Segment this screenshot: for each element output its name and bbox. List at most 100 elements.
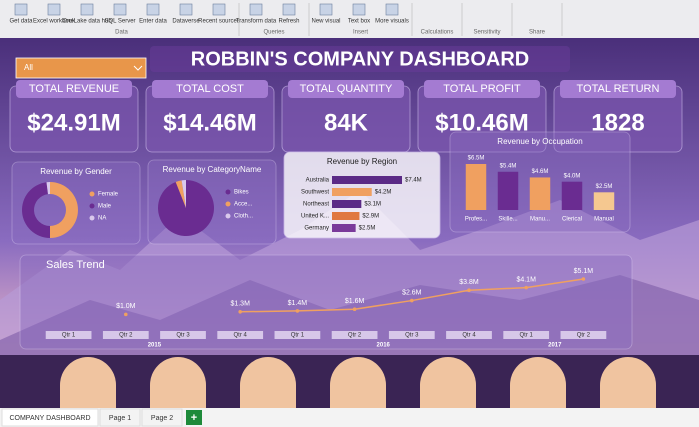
slice (22, 182, 50, 238)
legend-label: Bikes (234, 190, 249, 196)
kpi-header (288, 80, 404, 98)
ribbon-group-label[interactable]: Calculations (421, 30, 454, 36)
point (581, 277, 586, 281)
data-label: $4.0M (564, 173, 581, 179)
x-tick-label: Qtr 1 (62, 333, 76, 339)
legend-label: Male (98, 204, 112, 210)
ribbon-icon[interactable] (47, 3, 61, 16)
kpi-label: TOTAL COST (176, 83, 244, 95)
ribbon-icon[interactable] (282, 3, 296, 16)
x-tick-label: Qtr 2 (348, 333, 362, 339)
x-tick-box (274, 331, 321, 339)
ribbon-icon[interactable] (319, 3, 333, 16)
slicer-chevron[interactable] (133, 65, 143, 71)
kpi-label: TOTAL PROFIT (443, 83, 521, 95)
x-tick-box (560, 331, 607, 339)
ribbon-button[interactable]: New visual (311, 19, 340, 25)
slicer[interactable] (15, 57, 147, 79)
ribbon-group-label[interactable]: Sensitivity (473, 30, 500, 36)
data-label: $1.0M (116, 303, 136, 310)
kpi-value: $24.91M (27, 109, 120, 136)
ribbon-button[interactable]: Text box (348, 19, 370, 25)
ribbon-group-label: Data (115, 30, 128, 36)
point (295, 309, 300, 313)
ribbon-button[interactable]: SQL Server (104, 19, 135, 25)
tab[interactable] (99, 408, 141, 427)
chart-title: Sales Trend (46, 259, 105, 271)
legend-swatch (89, 203, 95, 209)
data-label: $1.4M (288, 300, 308, 307)
legend-label: Acce... (234, 202, 253, 208)
x-tick-box (102, 331, 149, 339)
x-group-label: 2017 (548, 343, 562, 349)
x-tick-box (45, 331, 92, 339)
data-label: $4.6M (532, 169, 549, 175)
ribbon-icon[interactable] (146, 3, 160, 16)
bar (332, 224, 356, 232)
bar (332, 176, 402, 184)
dashboard-title: ROBBIN'S COMPANY DASHBOARD (191, 48, 529, 70)
slice (158, 180, 215, 237)
ribbon-button[interactable]: Refresh (278, 19, 299, 25)
x-tick-label: Profes... (465, 217, 488, 223)
legend-label: Female (98, 192, 119, 198)
tab[interactable] (1, 408, 99, 427)
bar (529, 177, 551, 210)
ribbon-icon[interactable] (212, 3, 226, 16)
bar (465, 164, 487, 210)
ribbon-button[interactable]: Enter data (139, 19, 167, 25)
slice (175, 180, 186, 208)
ribbon-icon[interactable] (352, 3, 366, 16)
data-label: $2.5M (359, 226, 376, 232)
x-tick-box (217, 331, 264, 339)
ribbon-button[interactable]: Get data (9, 19, 33, 25)
tab[interactable] (141, 408, 183, 427)
ribbon-button[interactable]: Dataverse (172, 19, 200, 25)
x-tick-label: Clerical (562, 217, 582, 223)
point (410, 298, 414, 303)
x-tick-box (503, 331, 550, 339)
kpi-header (424, 80, 540, 98)
x-tick-label: Qtr 4 (234, 333, 248, 339)
x-tick-label: Qtr 3 (405, 333, 419, 339)
slice (46, 182, 50, 195)
x-tick-label: Qtr 1 (520, 333, 534, 339)
title-banner (150, 46, 570, 72)
ribbon-button[interactable]: More visuals (375, 19, 409, 25)
tab-label[interactable]: Page 2 (151, 415, 173, 422)
ribbon-icon[interactable] (249, 3, 263, 16)
x-tick-label: Qtr 2 (119, 333, 133, 339)
ribbon-icon[interactable] (14, 3, 28, 16)
ribbon-icon[interactable] (179, 3, 193, 16)
add-tab-label[interactable]: + (191, 412, 197, 424)
y-tick-label: Germany (304, 226, 329, 232)
tab-label[interactable]: Page 1 (109, 415, 131, 422)
ribbon-button[interactable]: OneLake data hub (62, 19, 112, 25)
slicer-value[interactable]: All (24, 63, 33, 72)
kpi-value: 84K (324, 109, 369, 136)
ribbon-group-label: Queries (263, 30, 284, 36)
x-group-label: 2016 (377, 343, 391, 349)
data-label: $5.4M (500, 163, 517, 169)
ribbon-icon[interactable] (385, 3, 399, 16)
x-tick-label: Skille... (498, 217, 518, 223)
ribbon-icon[interactable] (80, 3, 94, 16)
x-tick-label: Manual (594, 217, 614, 223)
bar (561, 181, 583, 210)
ribbon-button[interactable]: Excel workbook (33, 19, 76, 25)
data-label: $6.5M (468, 156, 485, 162)
add-tab-button[interactable] (186, 410, 202, 425)
chart-card (19, 254, 633, 350)
ribbon-button[interactable]: Transform data (236, 19, 277, 25)
ribbon-button[interactable]: Recent sources (198, 19, 240, 25)
bar (332, 200, 362, 208)
y-tick-label: Southwest (301, 190, 329, 196)
tab-label[interactable]: COMPANY DASHBOARD (9, 415, 90, 422)
ribbon-icon[interactable] (113, 3, 127, 16)
ribbon-group-label[interactable]: Share (529, 30, 546, 36)
data-label: $4.1M (516, 276, 536, 283)
legend-label: Cloth... (234, 214, 253, 220)
data-label: $7.4M (405, 178, 422, 184)
kpi-header (560, 80, 676, 98)
kpi-header (152, 80, 268, 98)
